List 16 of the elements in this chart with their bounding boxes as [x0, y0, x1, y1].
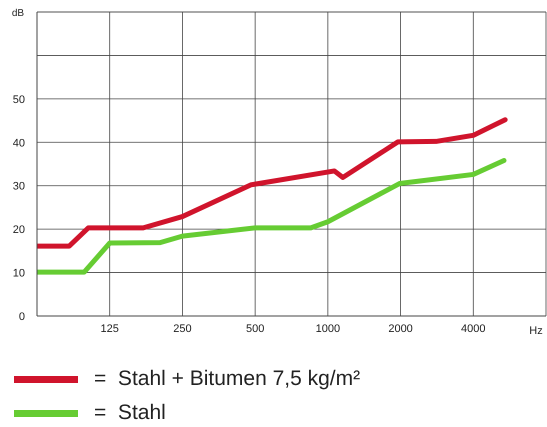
x-tick-label: 250	[173, 322, 192, 335]
x-tick-label: 125	[100, 322, 119, 335]
y-tick-label: 40	[12, 137, 25, 150]
y-axis-title: dB	[12, 8, 24, 19]
y-tick-label: 10	[12, 268, 25, 280]
x-tick-label: 1000	[316, 322, 340, 335]
y-tick-label: 20	[12, 224, 25, 236]
legend-label: = Stahl + Bitumen 7,5 kg/m²	[94, 367, 360, 391]
legend-label: = Stahl	[94, 401, 166, 425]
y-tick-label: 0	[18, 311, 25, 323]
y-tick-label: 30	[12, 180, 25, 193]
x-tick-label: 4000	[461, 322, 486, 335]
x-tick-label: 2000	[388, 322, 413, 335]
x-axis-title: Hz	[529, 325, 543, 337]
x-tick-label: 500	[246, 322, 264, 335]
y-tick-label: 50	[12, 94, 25, 106]
